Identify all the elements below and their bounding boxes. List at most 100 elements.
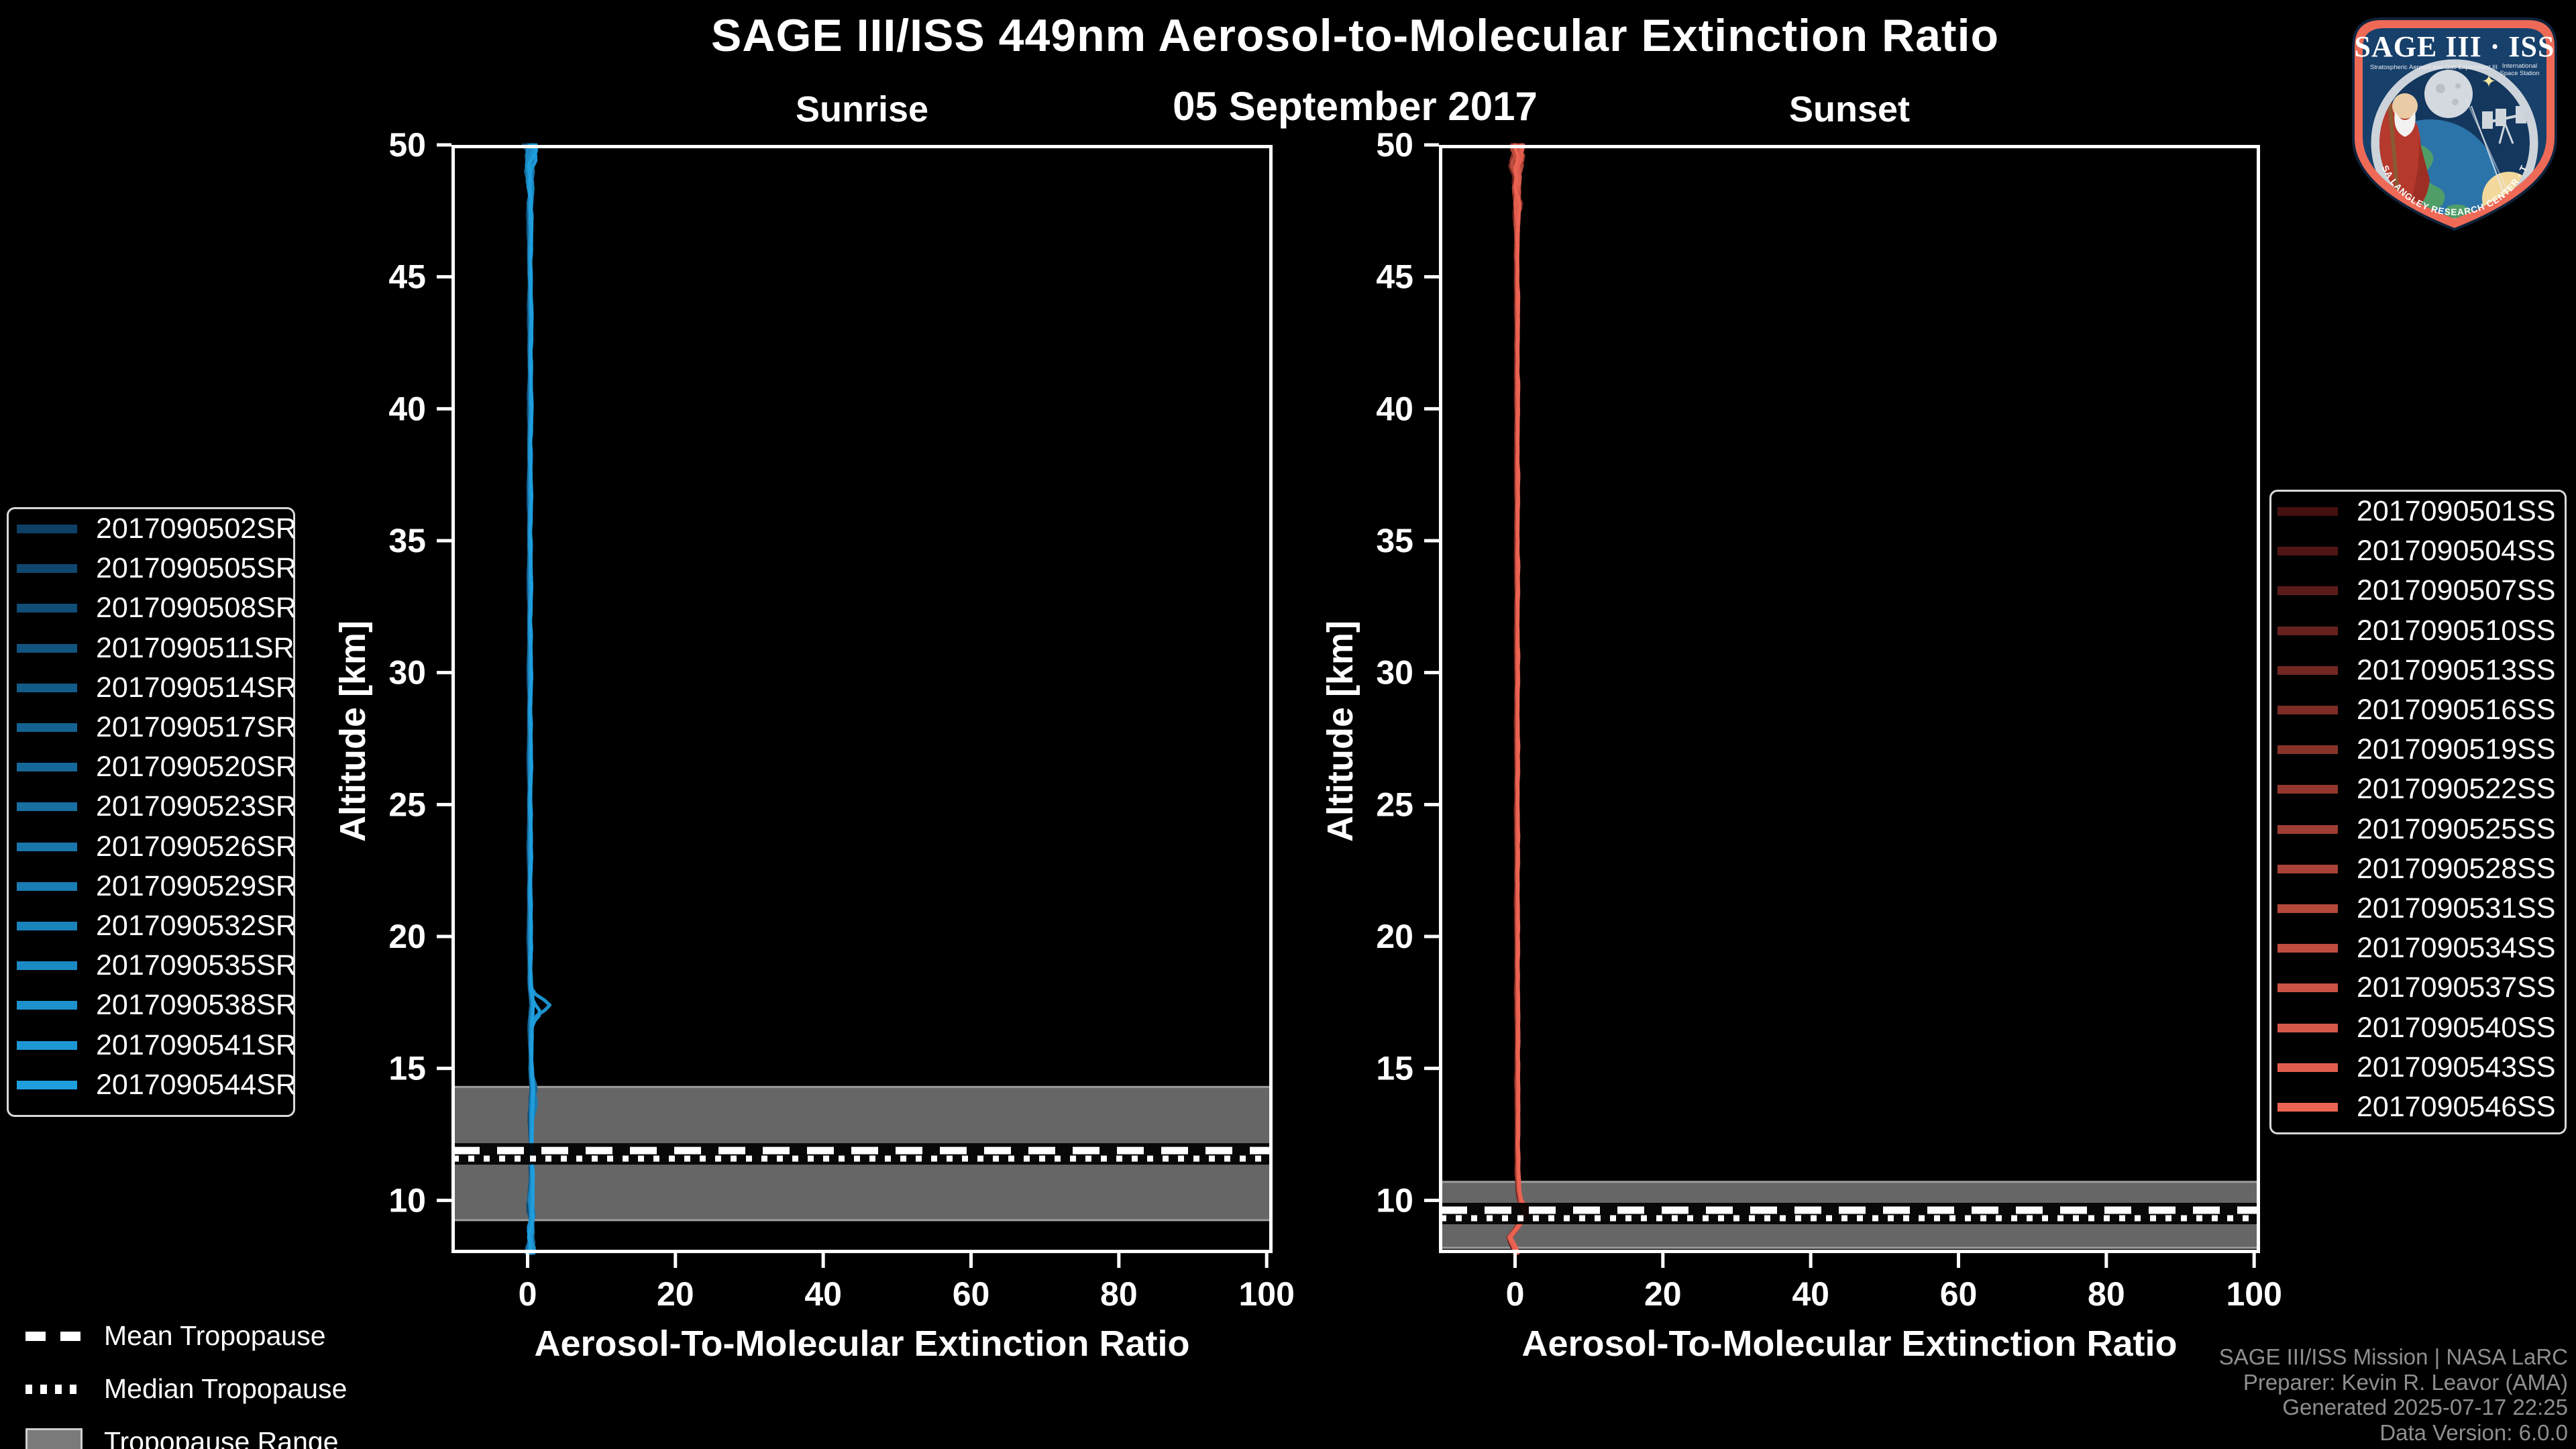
profile-line-2017090546SS <box>1509 143 1526 1255</box>
attribution-line-mission: SAGE III/ISS Mission | NASA LaRC <box>2218 1344 2568 1369</box>
x-tick-label: 0 <box>1506 1275 1525 1313</box>
legend-line-swatch <box>2277 507 2338 517</box>
sunrise-plot: 0 20 40 60 80 100 10 15 20 25 30 35 40 45 50 <box>388 126 1295 1313</box>
legend-item-label: 2017090511SR <box>96 631 294 664</box>
legend-item-2017090543SS: 2017090543SS <box>2271 1048 2565 1087</box>
tropopause-legend: Mean Tropopause Median Tropopause Tropopau… <box>25 1309 347 1449</box>
legend-item-label: 2017090544SR <box>96 1068 297 1101</box>
legend-item-2017090532SR: 2017090532SR <box>9 906 297 946</box>
legend-item-2017090517SR: 2017090517SR <box>9 708 297 747</box>
date-subtitle: 05 September 2017 <box>1173 84 1538 129</box>
filled-box-swatch <box>25 1428 83 1449</box>
legend-item-2017090516SS: 2017090516SS <box>2271 690 2565 730</box>
page-title: SAGE III/ISS 449nm Aerosol-to-Molecular … <box>710 10 2000 61</box>
legend-line-swatch <box>2277 983 2338 993</box>
x-tick-label: 20 <box>657 1275 694 1313</box>
x-tick-label: 60 <box>1940 1275 1978 1313</box>
legend-item-2017090538SR: 2017090538SR <box>9 985 297 1025</box>
legend-item-2017090537SS: 2017090537SS <box>2271 968 2565 1008</box>
legend-item-label: 2017090522SS <box>2357 773 2556 806</box>
legend-item-label: 2017090507SS <box>2357 574 2556 607</box>
patch-title: SAGE III · ISS <box>2355 30 2555 63</box>
legend-item-label: 2017090528SS <box>2357 852 2556 885</box>
legend-line-swatch <box>2277 586 2338 596</box>
legend-item-2017090531SS: 2017090531SS <box>2271 889 2565 928</box>
attribution-text: SAGE III/ISS Mission | NASA LaRC Prepare… <box>2219 1344 2568 1445</box>
legend-line-swatch <box>2277 944 2338 953</box>
patch-subtitle-left: Stratospheric Aerosol and Gas Experiment… <box>2370 64 2498 71</box>
tropopause-legend-item: Mean Tropopause <box>25 1309 347 1362</box>
attribution-line-generated: Generated 2025-07-17 22:25 <box>2282 1395 2568 1419</box>
legend-item-2017090541SR: 2017090541SR <box>9 1025 297 1065</box>
legend-item-label: 2017090526SR <box>96 830 297 863</box>
y-tick-label: 45 <box>388 258 426 296</box>
legend-item-label: 2017090543SS <box>2357 1051 2556 1083</box>
legend-item-2017090504SS: 2017090504SS <box>2271 531 2565 571</box>
sunset-panel-title: Sunset <box>1788 89 1911 129</box>
legend-item-2017090529SR: 2017090529SR <box>9 867 297 906</box>
legend-item-label: 2017090513SS <box>2357 653 2556 686</box>
legend-item-label: 2017090532SR <box>96 909 297 942</box>
legend-item-2017090528SS: 2017090528SS <box>2271 849 2565 889</box>
legend-item-label: 2017090517SR <box>96 711 297 744</box>
y-tick-label: 20 <box>388 918 426 955</box>
mission-patch-logo: ✦ ✦ ✦ SAGE III · ISS Stratospheric Aeros… <box>2337 0 2557 231</box>
sunset-plot: 0 20 40 60 80 100 10 15 20 25 30 35 40 45 50 <box>1376 126 2282 1313</box>
legend-line-swatch <box>2277 904 2338 913</box>
legend-line-swatch <box>17 842 77 851</box>
x-tick-label: 40 <box>1792 1275 1829 1313</box>
tropopause-legend-label: Mean Tropopause <box>104 1320 326 1351</box>
sunrise-panel-title: Sunrise <box>795 89 929 129</box>
dotted-line-swatch <box>25 1384 83 1394</box>
patch-ring <box>2371 59 2538 219</box>
x-tick-label: 40 <box>804 1275 842 1313</box>
legend-item-2017090511SR: 2017090511SR <box>9 629 294 668</box>
legend-item-label: 2017090505SR <box>96 552 297 585</box>
x-tick-label: 80 <box>2088 1275 2125 1313</box>
legend-item-label: 2017090523SR <box>96 790 297 823</box>
legend-item-label: 2017090538SR <box>96 989 297 1022</box>
legend-line-swatch <box>17 921 77 930</box>
y-tick-label: 35 <box>1376 522 1413 559</box>
legend-item-label: 2017090501SS <box>2357 495 2556 528</box>
legend-line-swatch <box>2277 706 2338 715</box>
legend-item-2017090540SS: 2017090540SS <box>2271 1008 2565 1047</box>
sunrise-x-axis-label: Aerosol-To-Molecular Extinction Ratio <box>534 1324 1190 1364</box>
y-tick-label: 10 <box>1376 1181 1413 1219</box>
legend-item-2017090502SR: 2017090502SR <box>9 509 297 549</box>
sunset-events-legend: 2017090501SS 2017090504SS 2017090507SS 2017… <box>2269 490 2567 1134</box>
legend-item-label: 2017090541SR <box>96 1028 297 1061</box>
attribution-line-preparer: Preparer: Kevin R. Leavor (AMA) <box>2243 1369 2568 1395</box>
legend-line-swatch <box>17 881 77 891</box>
y-tick-label: 25 <box>1376 786 1413 823</box>
sunset-x-axis-label: Aerosol-To-Molecular Extinction Ratio <box>1521 1324 2178 1364</box>
y-tick-label: 15 <box>388 1050 426 1087</box>
y-tick-label: 45 <box>1376 258 1413 296</box>
y-tick-label: 30 <box>388 654 426 692</box>
legend-line-swatch <box>2277 864 2338 873</box>
legend-line-swatch <box>17 1040 77 1050</box>
legend-item-2017090501SS: 2017090501SS <box>2271 492 2565 531</box>
x-tick-label: 100 <box>1238 1275 1294 1313</box>
legend-line-swatch <box>17 961 77 971</box>
legend-item-label: 2017090510SS <box>2357 614 2556 647</box>
x-tick-label: 80 <box>1100 1275 1138 1313</box>
legend-line-swatch <box>2277 824 2338 834</box>
legend-item-label: 2017090516SS <box>2357 694 2556 727</box>
legend-item-label: 2017090535SR <box>96 949 297 982</box>
legend-line-swatch <box>17 802 77 812</box>
legend-item-label: 2017090534SS <box>2357 932 2556 965</box>
plot-spines <box>451 145 1273 1253</box>
legend-item-2017090525SS: 2017090525SS <box>2271 810 2565 849</box>
legend-item-2017090514SR: 2017090514SR <box>9 668 297 708</box>
y-tick-label: 10 <box>388 1181 426 1219</box>
legend-line-swatch <box>2277 665 2338 675</box>
legend-item-2017090535SR: 2017090535SR <box>9 946 297 985</box>
legend-item-label: 2017090508SR <box>96 592 297 625</box>
legend-item-2017090544SR: 2017090544SR <box>9 1065 297 1105</box>
legend-line-swatch <box>2277 1023 2338 1032</box>
moon-icon <box>2424 70 2473 118</box>
y-tick-label: 30 <box>1376 654 1413 692</box>
father-time-figure <box>2379 72 2430 215</box>
